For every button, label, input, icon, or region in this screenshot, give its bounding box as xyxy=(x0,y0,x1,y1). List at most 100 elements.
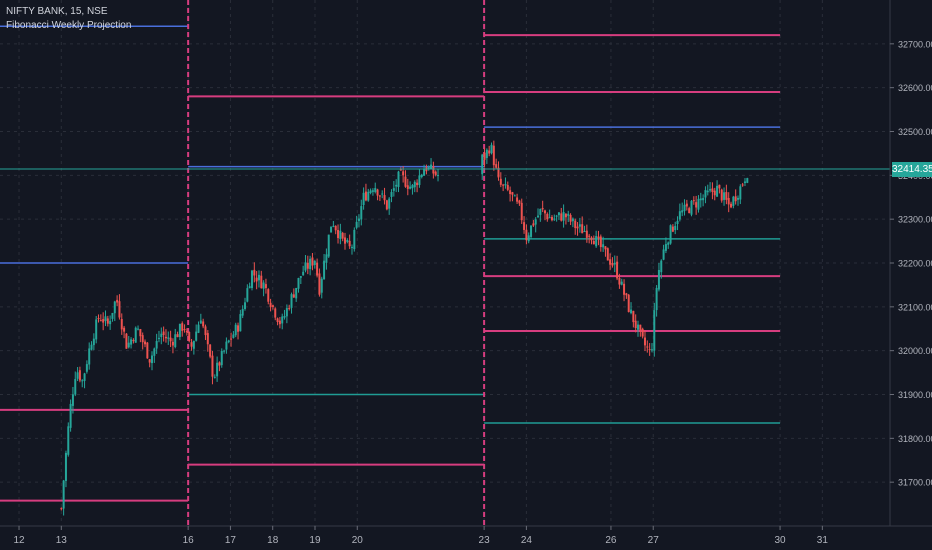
candle-body xyxy=(660,260,663,273)
x-tick-label: 17 xyxy=(225,535,237,546)
candle-body xyxy=(102,319,105,323)
y-tick-label: 32700.00 xyxy=(898,39,932,49)
x-tick-label: 13 xyxy=(56,535,68,546)
candle-body xyxy=(483,152,486,160)
candle-body xyxy=(111,312,114,319)
candle-body xyxy=(655,287,658,311)
candle-body xyxy=(727,197,730,205)
candle-body xyxy=(369,190,372,193)
candle-body xyxy=(188,331,191,342)
candle-body xyxy=(339,230,342,239)
candle-body xyxy=(295,287,298,299)
candle-body xyxy=(88,348,91,365)
candle-body xyxy=(262,282,265,289)
candle-body xyxy=(360,206,363,220)
candle-body xyxy=(125,333,128,349)
candle-body xyxy=(146,342,149,359)
candle-body xyxy=(141,335,144,343)
symbol-title[interactable]: NIFTY BANK, 15, NSE xyxy=(6,6,108,17)
candle-body xyxy=(346,239,349,242)
candle-body xyxy=(634,320,637,329)
y-tick-label: 32000.00 xyxy=(898,346,932,356)
candle-body xyxy=(367,191,370,201)
y-tick-label: 32100.00 xyxy=(898,302,932,312)
candle-body xyxy=(511,192,514,195)
candle-body xyxy=(564,213,567,218)
candle-body xyxy=(69,403,72,428)
candle-body xyxy=(576,226,579,229)
candle-body xyxy=(120,318,123,330)
candle-body xyxy=(232,334,235,338)
candle-body xyxy=(371,190,374,192)
candle-body xyxy=(397,171,400,188)
candle-body xyxy=(67,426,70,455)
candle-body xyxy=(157,337,160,339)
candle-body xyxy=(132,339,135,342)
candle-body xyxy=(199,320,202,324)
candle-body xyxy=(106,318,109,324)
candle-body xyxy=(560,213,563,221)
candle-body xyxy=(206,333,209,345)
candle-body xyxy=(418,175,421,186)
candle-body xyxy=(64,452,67,481)
candle-body xyxy=(337,230,340,239)
candle-body xyxy=(432,166,435,174)
candle-body xyxy=(409,186,412,189)
candle-body xyxy=(209,344,212,357)
candle-body xyxy=(692,200,695,202)
y-tick-label: 31800.00 xyxy=(898,434,932,444)
candle-body xyxy=(250,270,253,288)
candle-body xyxy=(192,340,195,349)
candle-body xyxy=(350,246,353,248)
candle-body xyxy=(504,183,507,186)
y-tick-label: 31700.00 xyxy=(898,478,932,488)
candle-body xyxy=(183,329,186,331)
candle-body xyxy=(625,293,628,296)
candle-body xyxy=(664,244,667,251)
candle-body xyxy=(167,337,170,339)
candle-body xyxy=(318,273,321,295)
y-tick-label: 31900.00 xyxy=(898,390,932,400)
candle-body xyxy=(292,294,295,298)
candle-body xyxy=(332,225,335,227)
candle-body xyxy=(702,198,705,201)
candle-body xyxy=(139,329,142,337)
candle-body xyxy=(399,169,402,171)
y-tick-label: 32200.00 xyxy=(898,259,932,269)
x-tick-label: 30 xyxy=(775,535,787,546)
candle-body xyxy=(525,229,528,241)
candle-body xyxy=(248,286,251,289)
candle-body xyxy=(234,324,237,336)
indicator-title[interactable]: Fibonacci Weekly Projection xyxy=(6,20,132,31)
candle-body xyxy=(99,320,102,322)
candle-body xyxy=(674,225,677,231)
candle-body xyxy=(434,171,437,175)
candle-body xyxy=(230,338,233,340)
candle-body xyxy=(527,235,530,242)
candle-body xyxy=(150,355,153,364)
candle-body xyxy=(81,380,84,382)
candle-body xyxy=(734,196,737,202)
candle-body xyxy=(509,190,512,195)
candle-body xyxy=(383,195,386,201)
candle-body xyxy=(197,324,200,333)
candle-body xyxy=(743,181,746,183)
candle-body xyxy=(585,230,588,238)
chart-legend: NIFTY BANK, 15, NSE Fibonacci Weekly Pro… xyxy=(6,5,131,33)
candle-body xyxy=(609,259,612,265)
candle-body xyxy=(255,277,258,282)
candle-body xyxy=(153,348,156,356)
candle-body xyxy=(169,337,172,342)
candle-body xyxy=(213,376,216,378)
candle-body xyxy=(539,208,542,215)
candle-body xyxy=(632,310,635,323)
candle-body xyxy=(523,222,526,230)
candle-body xyxy=(390,191,393,197)
x-tick-label: 12 xyxy=(13,535,25,546)
candle-body xyxy=(374,188,377,193)
candle-body xyxy=(416,182,419,186)
candle-body xyxy=(388,198,391,209)
candle-body xyxy=(530,225,533,237)
